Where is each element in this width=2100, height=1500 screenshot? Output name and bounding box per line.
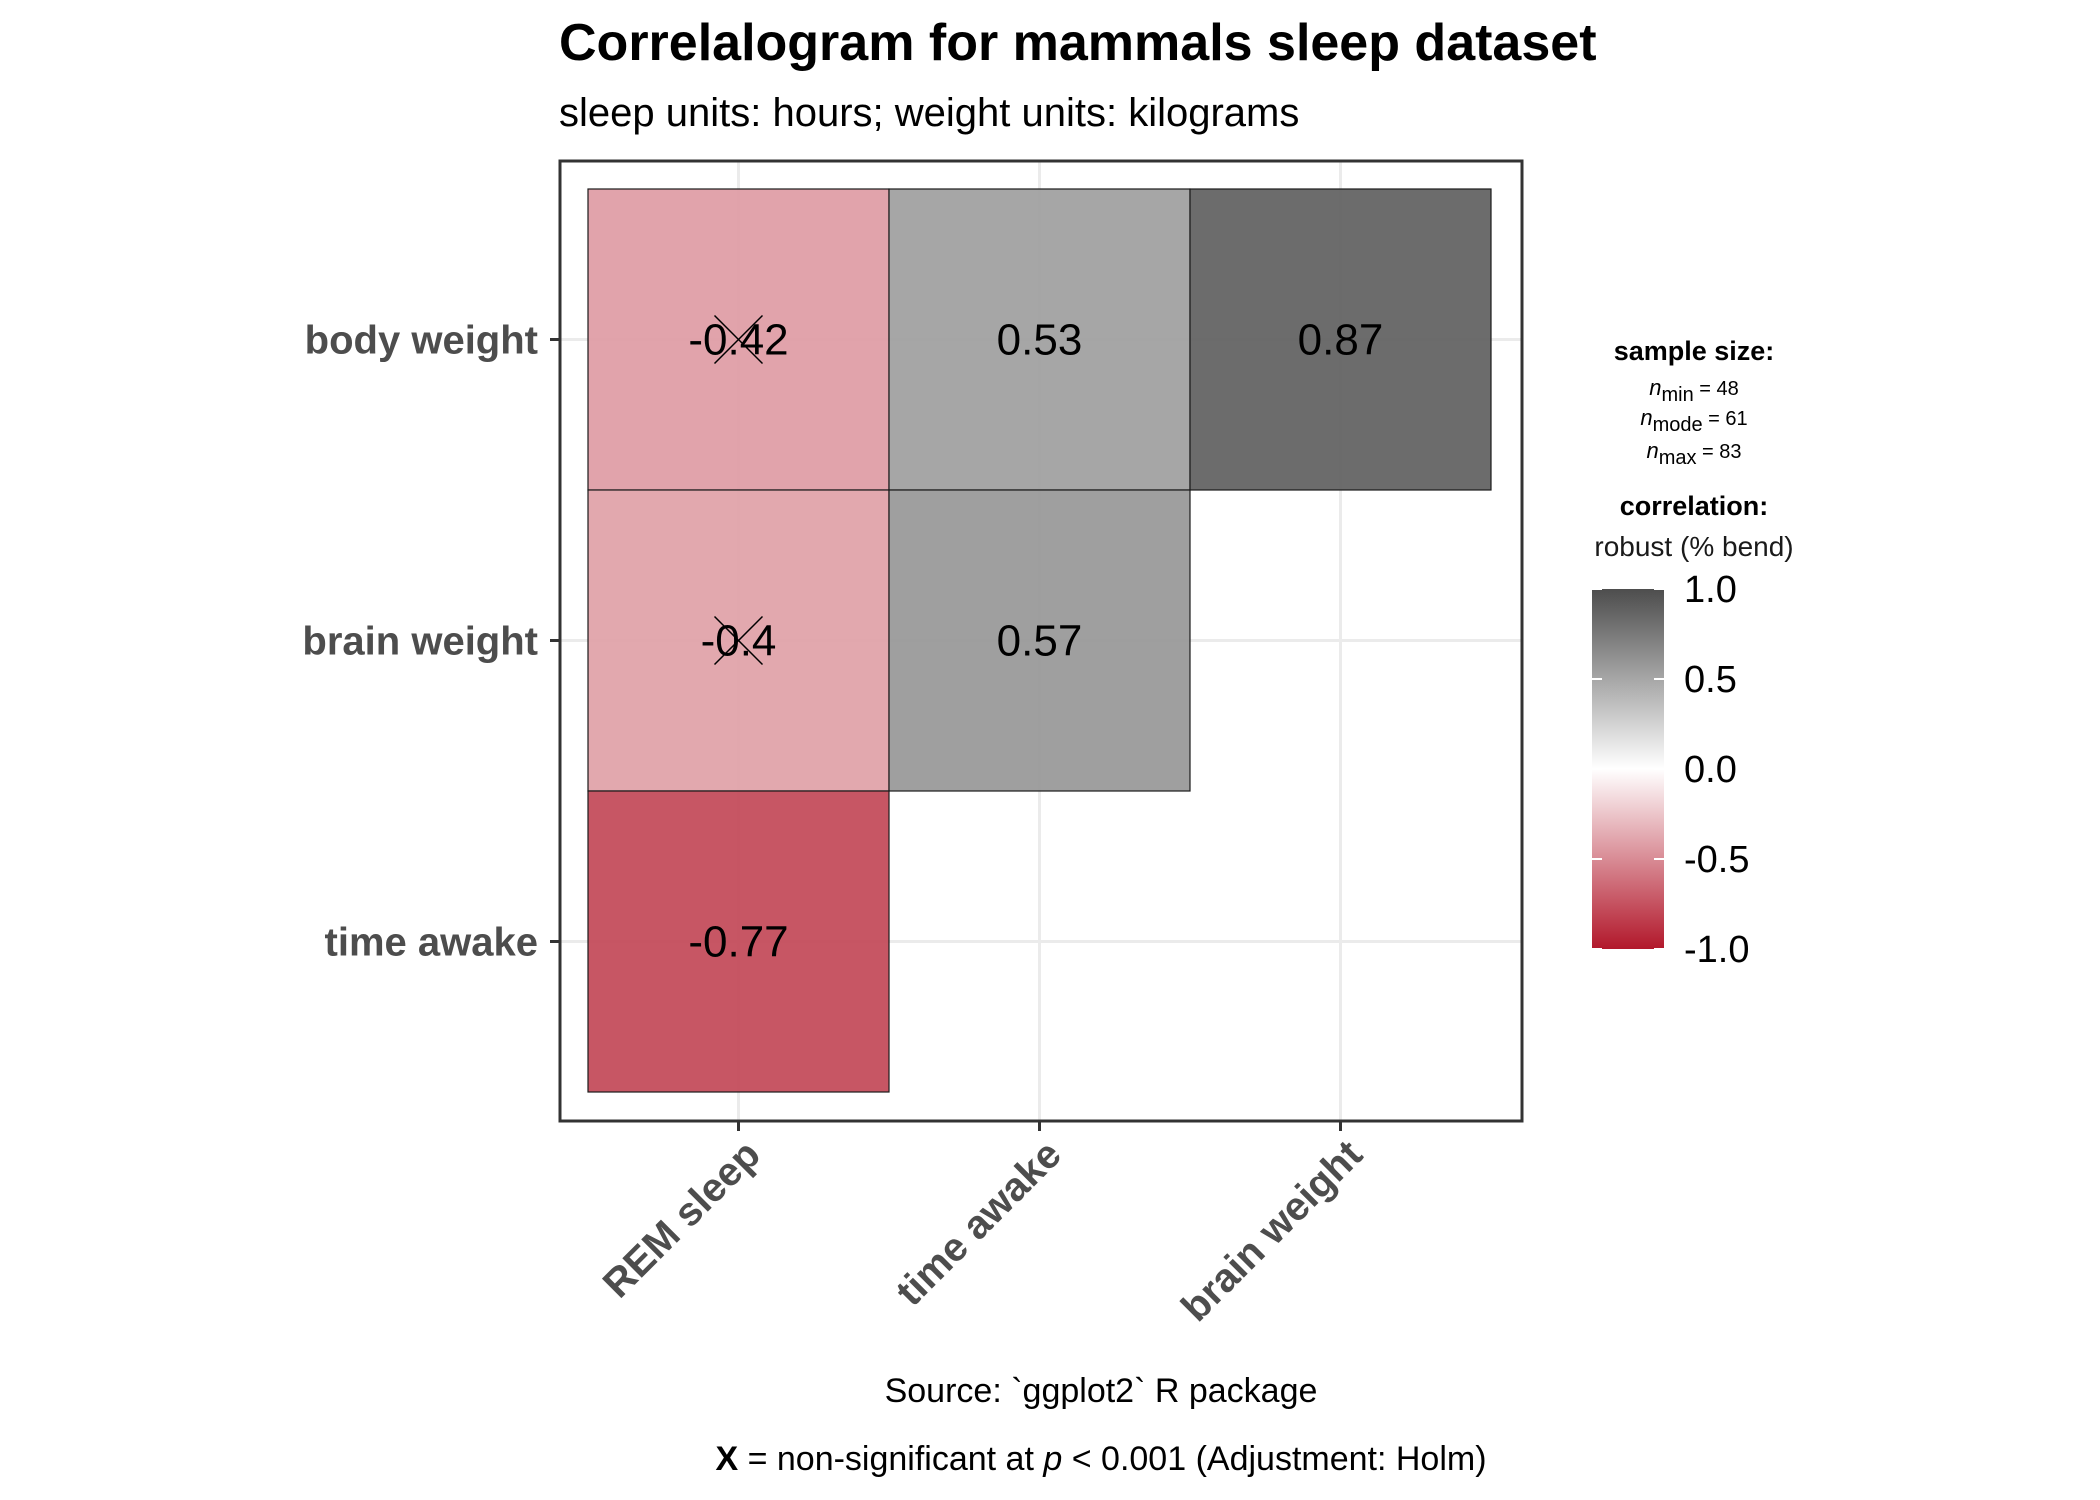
heatmap-cell (888, 489, 1191, 792)
legend-tick-label: 0.0 (1684, 749, 1737, 791)
legend-sample-size-entry: nmax = 83 (1646, 438, 1741, 469)
legend-correlation-type: robust (% bend) (1594, 531, 1793, 562)
legend-ticks: 1.0 0.5 0.0 -0.5 -1.0 (1592, 569, 1749, 971)
legend-tick-label: -1.0 (1684, 929, 1749, 971)
chart-title: Correlalogram for mammals sleep dataset (559, 14, 1597, 72)
cell-value-label: 0.87 (1298, 316, 1384, 365)
caption-x-symbol: X (715, 1440, 738, 1478)
n-subscript: max (1659, 447, 1697, 469)
x-axis-tick-label: brain weight (1173, 1132, 1371, 1330)
cell-value-label: -0.77 (688, 918, 788, 967)
cell-value-label: 0.53 (997, 316, 1083, 365)
legend-tick-label: 1.0 (1684, 569, 1737, 611)
y-axis-tick-label: time awake (325, 921, 538, 965)
legend-correlation-title: correlation: (1620, 491, 1769, 521)
x-axis-tick-label: time awake (888, 1132, 1070, 1314)
x-axis-tick-label: REM sleep (595, 1132, 769, 1306)
caption-p-symbol: p (1042, 1440, 1062, 1478)
heatmap-cell (587, 790, 890, 1093)
n-symbol: n (1649, 375, 1661, 400)
n-subscript: mode (1653, 414, 1703, 436)
legend-colorbar (1592, 589, 1664, 949)
y-axis-tick-label: body weight (305, 319, 538, 363)
heatmap-cell (888, 188, 1191, 491)
heatmap-cells: -0.420.530.87-0.40.57-0.77 (587, 188, 1492, 1093)
n-value: = 61 (1703, 408, 1748, 430)
legend-sample-size-entry: nmode = 61 (1640, 405, 1747, 436)
legend-tick-label: 0.5 (1684, 659, 1737, 701)
legend-sample-size-entry: nmin = 48 (1649, 375, 1739, 406)
n-value: = 48 (1694, 378, 1739, 400)
non-significant-cross (713, 615, 764, 666)
n-value: = 83 (1697, 441, 1742, 463)
chart-subtitle: sleep units: hours; weight units: kilogr… (559, 91, 1299, 135)
non-significant-cross (713, 314, 764, 365)
caption-note-part2: < 0.001 (Adjustment: Holm) (1062, 1440, 1486, 1478)
heatmap-cell (1189, 188, 1492, 491)
legend-tick-label: -0.5 (1684, 839, 1749, 881)
y-axis-tick-label: brain weight (302, 620, 538, 664)
caption-note: X = non-significant at p < 0.001 (Adjust… (715, 1440, 1486, 1478)
n-symbol: n (1640, 405, 1652, 430)
n-symbol: n (1646, 438, 1658, 463)
n-subscript: min (1661, 384, 1693, 406)
caption-source: Source: `ggplot2` R package (885, 1372, 1318, 1410)
caption-note-part1: = non-significant at (738, 1440, 1043, 1478)
cell-value-label: 0.57 (997, 617, 1083, 666)
legend-sample-size-title: sample size: (1614, 336, 1775, 366)
